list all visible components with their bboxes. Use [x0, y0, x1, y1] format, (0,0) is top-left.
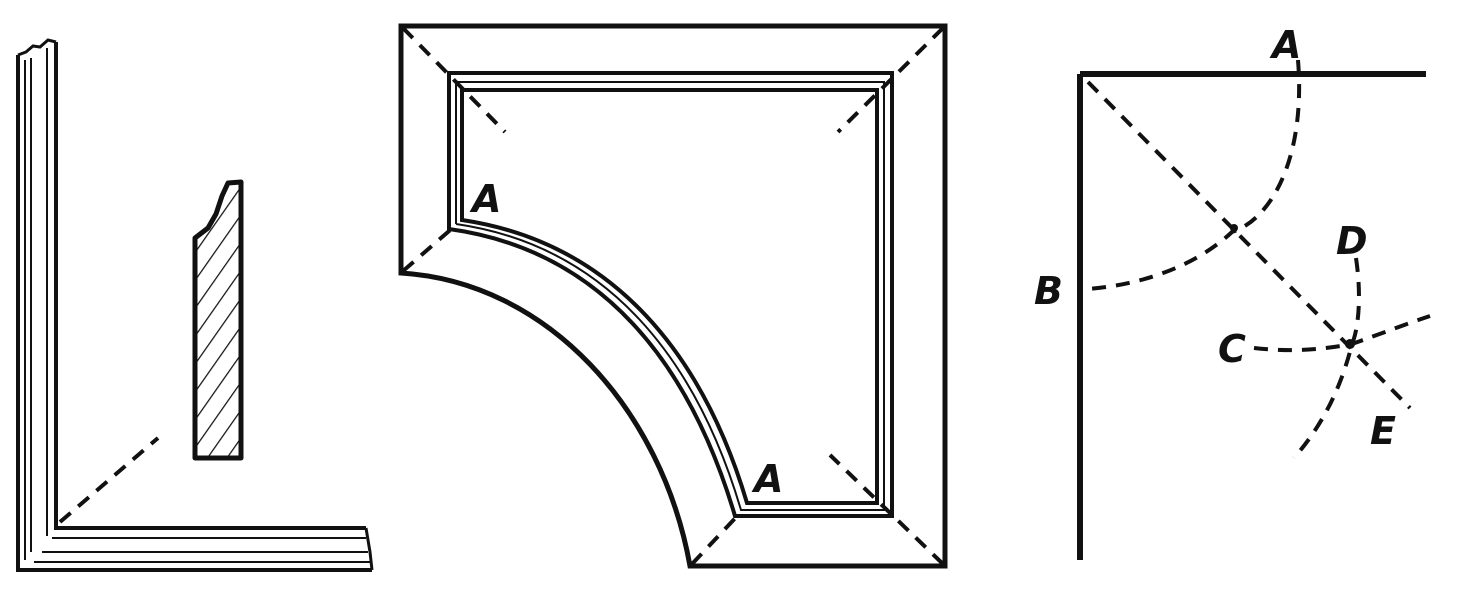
bisector-dashed-line: [1086, 80, 1412, 410]
moulding-corner-figure: [16, 38, 374, 572]
panel-frame-figure: A A: [398, 23, 948, 569]
label-d: D: [1336, 219, 1368, 263]
corner-moulding-frame: [16, 38, 374, 572]
label-a-lower: A: [751, 457, 783, 501]
label-a: A: [1269, 23, 1301, 67]
miter-dashed-line: [58, 436, 160, 524]
label-b: B: [1034, 269, 1063, 313]
label-c: C: [1218, 327, 1246, 371]
label-e: E: [1370, 409, 1396, 453]
right-angle-lines: [1077, 71, 1426, 560]
construction-figure: A B C D E: [1034, 23, 1431, 560]
intersection-points: [1230, 224, 1355, 349]
moulding-cross-section: [192, 179, 244, 461]
arc-c: [1253, 314, 1431, 353]
arc-de: [1292, 257, 1361, 460]
panel-frame-outline: [398, 23, 948, 569]
arc-ab: [1087, 59, 1302, 291]
miter-dashed-lines: [401, 26, 945, 566]
label-a-upper: A: [469, 177, 501, 221]
